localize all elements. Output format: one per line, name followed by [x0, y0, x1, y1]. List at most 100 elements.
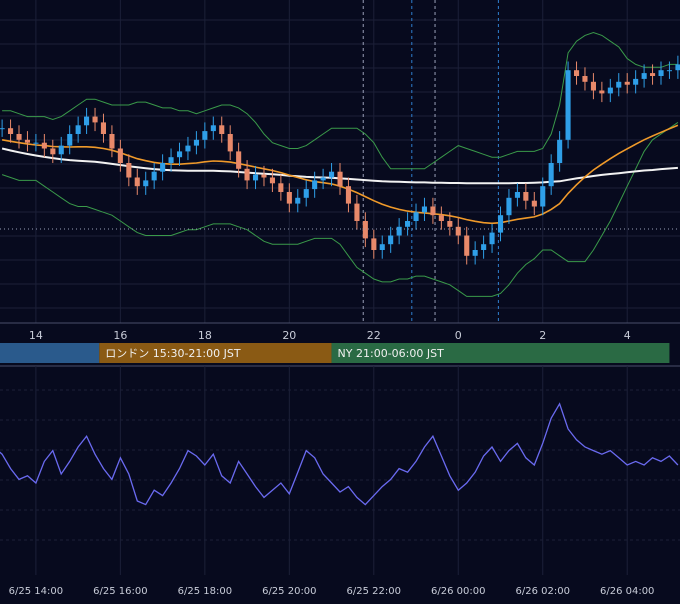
oscillator-x-tick-label: 6/25 16:00: [93, 586, 147, 597]
candle-up: [658, 70, 664, 76]
candle-up: [396, 226, 402, 236]
price-x-tick-label: 14: [29, 329, 43, 342]
candle-up: [548, 163, 554, 187]
candle-up: [295, 197, 301, 204]
candle-up: [177, 151, 183, 158]
candle-down: [109, 134, 115, 149]
oscillator-x-tick-label: 6/26 00:00: [431, 586, 485, 597]
candle-down: [24, 139, 30, 143]
candle-down: [582, 76, 588, 82]
candle-up: [565, 70, 571, 140]
oscillator-x-axis: 6/25 14:00 6/25 16:00 6/25 18:00 6/25 20:00…: [9, 586, 655, 597]
candle-up: [388, 235, 394, 245]
oscillator-grid: [0, 366, 680, 575]
candle-up: [616, 81, 622, 88]
candle-down: [362, 221, 368, 239]
oscillator-x-tick-label: 6/26 04:00: [600, 586, 654, 597]
candle-up: [540, 186, 546, 207]
oscillator-x-tick-label: 6/25 20:00: [262, 586, 316, 597]
candle-down: [16, 134, 22, 140]
candle-up: [489, 232, 495, 245]
candle-down: [599, 90, 605, 94]
candle-up: [405, 221, 411, 227]
oscillator-x-tick-label: 6/26 02:00: [516, 586, 570, 597]
oscillator-line: [0, 402, 679, 506]
candle-up: [151, 171, 157, 181]
candle-down: [227, 134, 233, 152]
session-block-ny: [331, 343, 670, 363]
candle-up: [413, 212, 419, 221]
candle-up: [0, 128, 5, 130]
candle-up: [666, 70, 672, 72]
candle-up: [58, 145, 64, 155]
candle-up: [379, 244, 385, 250]
candle-down: [531, 200, 537, 207]
price-x-tick-label: 18: [198, 329, 212, 342]
candle-down: [236, 151, 242, 169]
candle-down: [337, 171, 343, 187]
candle-down: [100, 122, 106, 134]
candle-up: [481, 244, 487, 250]
candle-down: [278, 183, 284, 192]
candle-down: [286, 192, 292, 204]
candle-down: [464, 235, 470, 256]
candle-up: [75, 125, 81, 134]
candle-down: [574, 70, 580, 76]
oscillator-series-line: [0, 402, 679, 506]
candle-down: [447, 221, 453, 227]
candle-down: [8, 128, 14, 134]
session-bar: ロンドン 15:30-21:00 JST NY 21:00-06:00 JST: [0, 343, 670, 363]
candle-down: [50, 148, 56, 155]
oscillator-x-tick-label: 6/25 22:00: [347, 586, 401, 597]
candle-up: [210, 125, 216, 132]
candle-up: [303, 189, 309, 198]
candle-up: [641, 73, 647, 79]
candle-down: [590, 81, 596, 91]
candle-down: [624, 81, 630, 85]
candle-up: [202, 131, 208, 140]
candle-up: [312, 180, 318, 190]
candle-up: [67, 134, 73, 146]
price-x-tick-label: 2: [539, 329, 546, 342]
session-block-london: [99, 343, 332, 363]
price-x-tick-label: 0: [455, 329, 462, 342]
candle-up: [320, 177, 326, 181]
session-label-london: ロンドン 15:30-21:00 JST: [105, 347, 241, 360]
candle-down: [438, 215, 444, 221]
price-x-tick-label: 20: [282, 329, 296, 342]
bollinger-upper-line: [2, 31, 678, 170]
candle-down: [117, 148, 123, 163]
candle-up: [472, 250, 478, 256]
price-x-axis: 14 16 18 20 22 0 2 4: [29, 329, 631, 342]
candle-down: [523, 192, 529, 201]
candle-up: [253, 174, 259, 181]
candle-up: [143, 180, 149, 187]
candle-down: [92, 116, 98, 123]
candle-up: [506, 197, 512, 216]
candle-down: [371, 238, 377, 250]
candle-up: [514, 192, 520, 198]
candle-down: [269, 177, 275, 184]
candle-up: [33, 142, 39, 144]
candle-up: [160, 163, 166, 172]
candle-down: [41, 142, 47, 149]
candle-down: [244, 168, 250, 181]
candle-up: [498, 215, 504, 233]
candle-down: [345, 186, 351, 204]
price-panel-bg: [0, 0, 680, 323]
bollinger-bands: [1, 31, 679, 297]
session-block-tokyo: [0, 343, 100, 363]
session-label-ny: NY 21:00-06:00 JST: [338, 347, 445, 360]
candle-up: [84, 116, 90, 126]
candle-up: [607, 87, 613, 94]
candle-up: [633, 78, 639, 85]
price-x-tick-label: 16: [113, 329, 127, 342]
candle-down: [261, 174, 267, 178]
oscillator-x-tick-label: 6/25 18:00: [178, 586, 232, 597]
candle-down: [219, 125, 225, 134]
price-x-tick-label: 4: [624, 329, 631, 342]
candle-up: [168, 157, 174, 163]
candle-down: [126, 163, 132, 178]
